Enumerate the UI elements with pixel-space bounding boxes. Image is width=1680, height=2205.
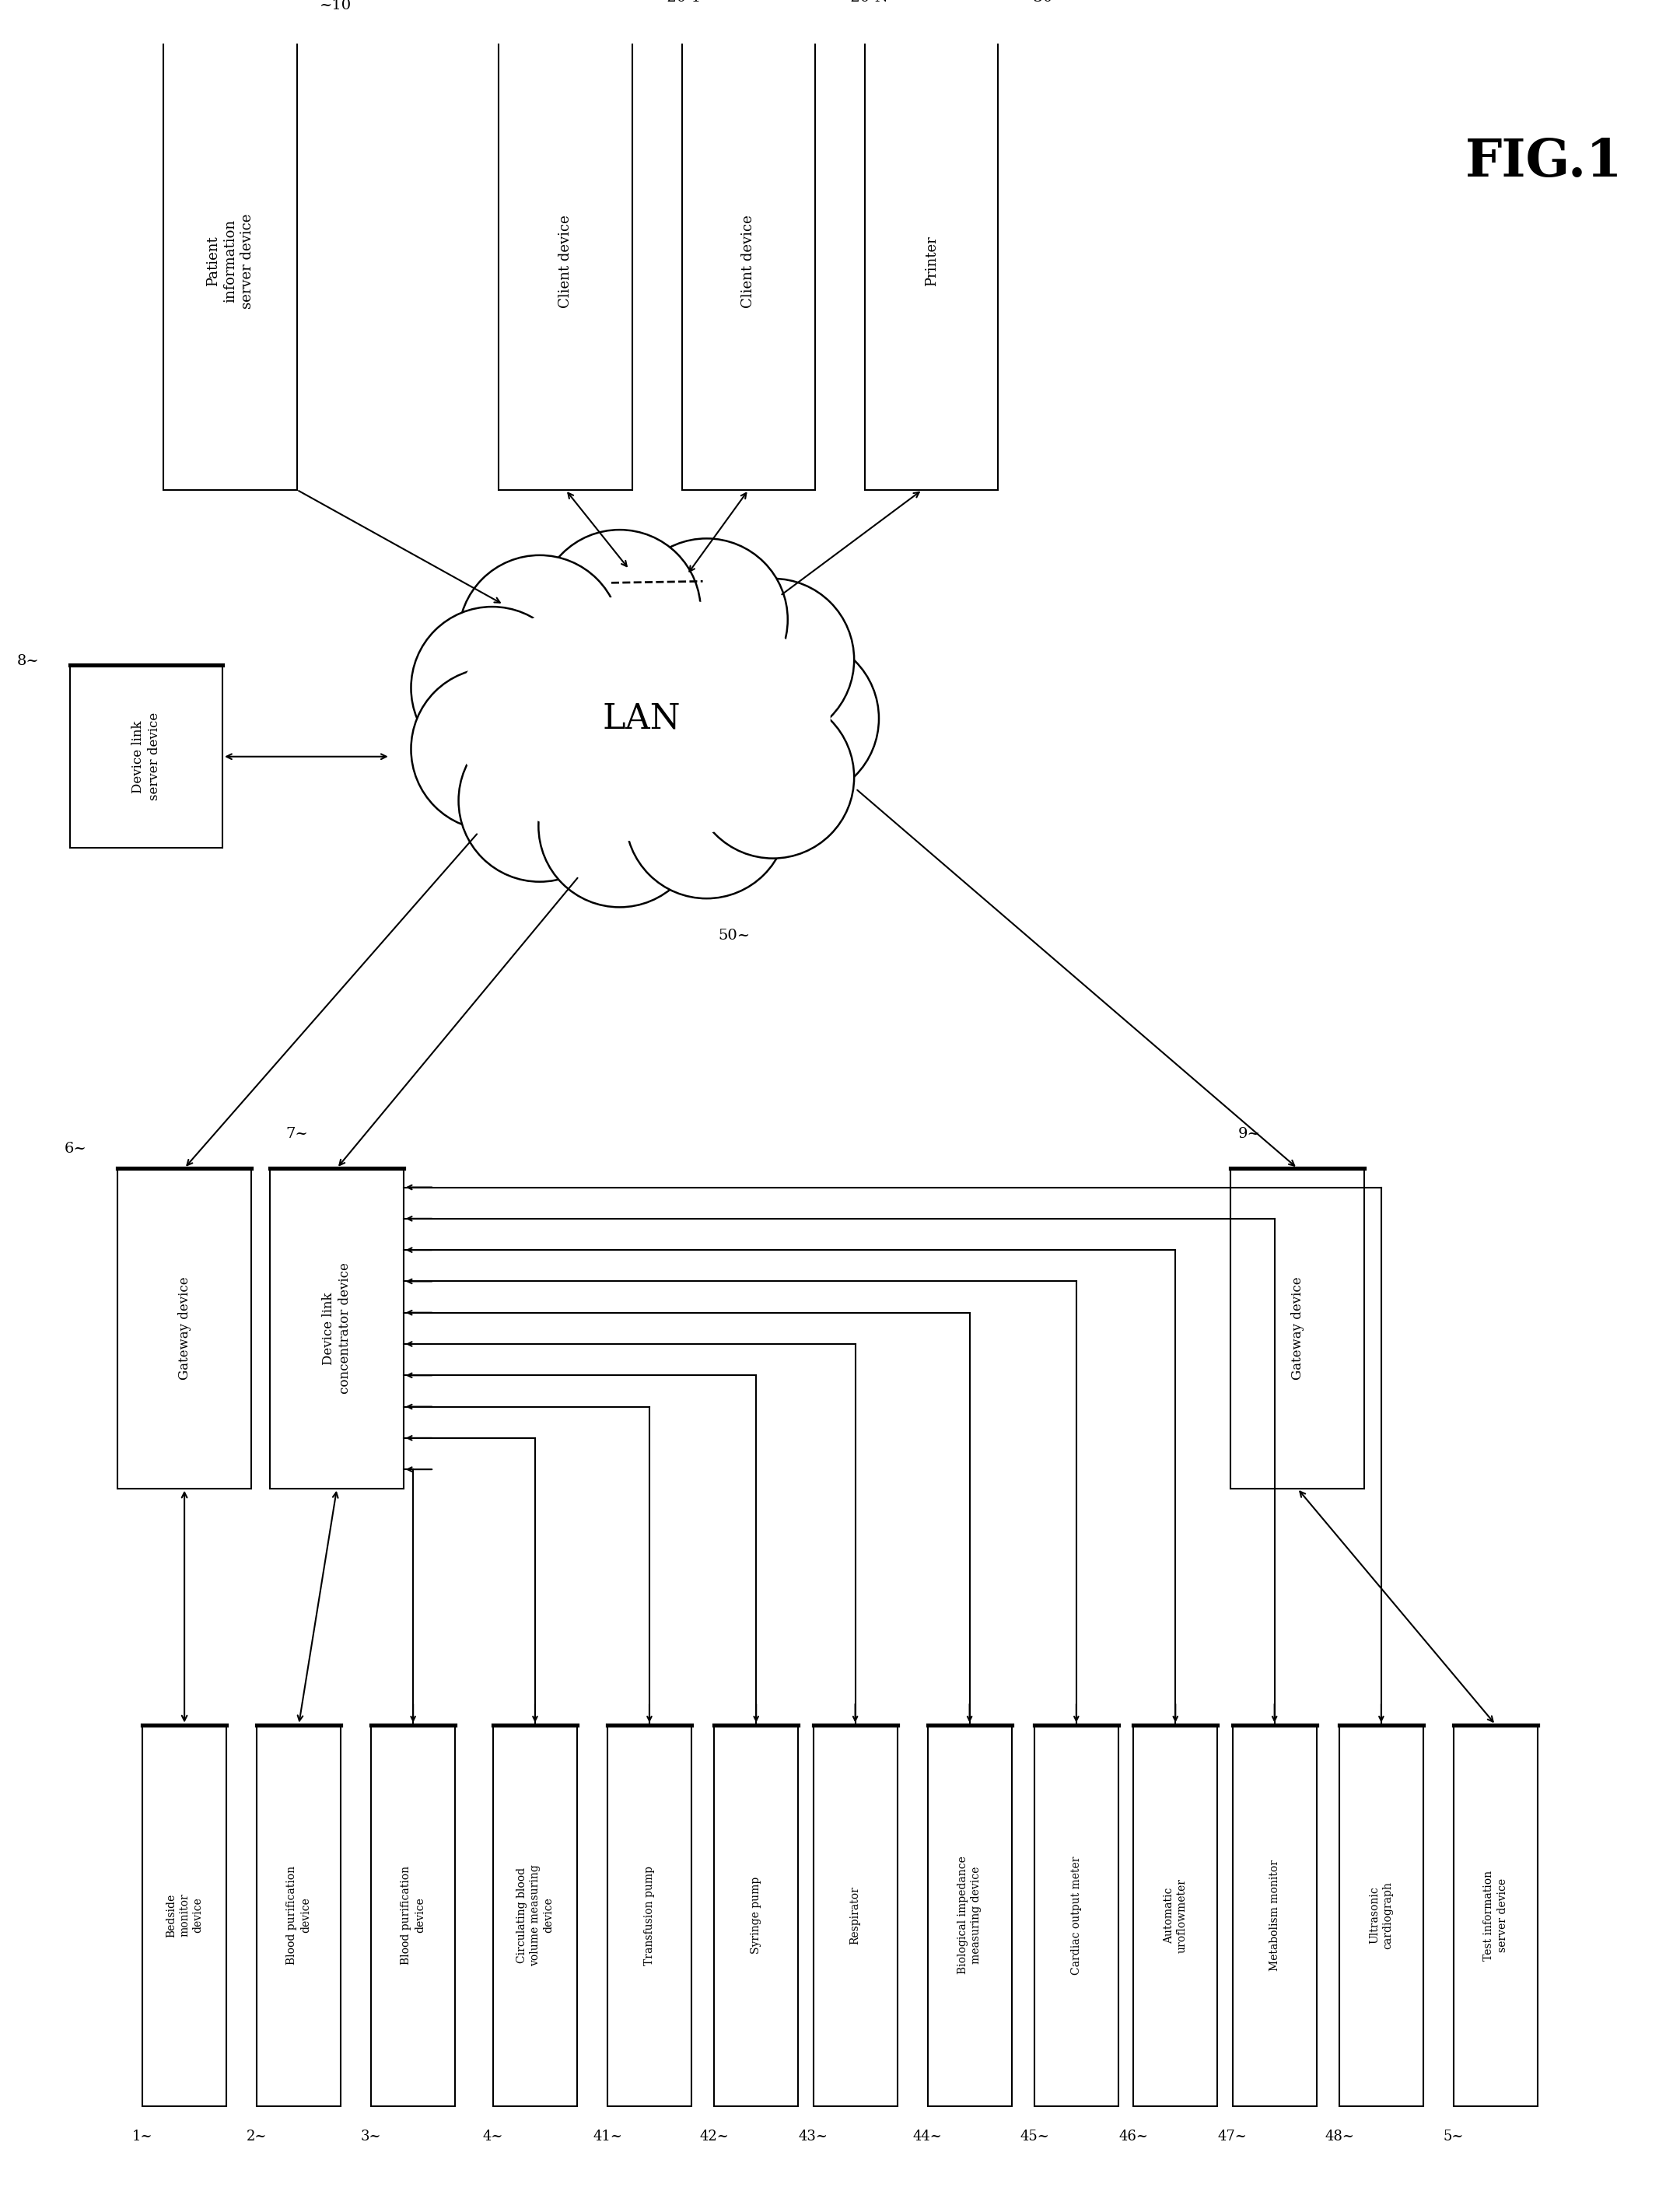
Bar	[865, 33, 998, 490]
Text: Biological impedance
measuring device: Biological impedance measuring device	[958, 1857, 981, 1973]
Text: 50~: 50~	[717, 928, 749, 944]
Bar	[927, 1724, 1011, 2106]
Text: Automatic
uroflowmeter: Automatic uroflowmeter	[1163, 1879, 1188, 1954]
Text: Device link
concentrator device: Device link concentrator device	[323, 1263, 351, 1394]
Text: FIG.1: FIG.1	[1465, 137, 1623, 187]
Text: ~20-1: ~20-1	[655, 0, 702, 4]
Text: Client device: Client device	[558, 214, 573, 309]
Circle shape	[625, 736, 788, 897]
Text: Blood purification
device: Blood purification device	[402, 1865, 425, 1965]
Text: Cardiac output meter: Cardiac output meter	[1070, 1857, 1082, 1976]
Text: 3~: 3~	[361, 2130, 381, 2143]
Bar	[1453, 1724, 1537, 2106]
Text: 1~: 1~	[133, 2130, 153, 2143]
Circle shape	[412, 668, 573, 831]
Text: 46~: 46~	[1119, 2130, 1147, 2143]
Text: LAN: LAN	[603, 701, 680, 734]
Circle shape	[539, 529, 701, 692]
Text: 5~: 5~	[1443, 2130, 1463, 2143]
Text: 45~: 45~	[1020, 2130, 1048, 2143]
Bar	[1134, 1724, 1218, 2106]
Text: 8~: 8~	[17, 655, 39, 668]
Bar	[270, 1169, 403, 1488]
Text: Device link
server device: Device link server device	[131, 712, 161, 800]
Circle shape	[459, 556, 622, 717]
Circle shape	[717, 637, 879, 800]
Text: Patient
information
server device: Patient information server device	[207, 214, 254, 309]
Bar	[714, 1724, 798, 2106]
Bar	[118, 1169, 250, 1488]
Circle shape	[625, 538, 788, 701]
Text: Gateway device: Gateway device	[1290, 1277, 1304, 1380]
Text: Printer: Printer	[924, 236, 939, 287]
Text: ~10: ~10	[319, 0, 351, 13]
Text: Test information
server device: Test information server device	[1483, 1870, 1507, 1960]
Bar	[608, 1724, 692, 2106]
Text: Client device: Client device	[741, 214, 756, 309]
Bar	[494, 1724, 576, 2106]
Bar	[257, 1724, 341, 2106]
Bar	[682, 33, 815, 490]
Text: Bedside
monitor
device: Bedside monitor device	[166, 1894, 203, 1938]
Bar	[371, 1724, 455, 2106]
Bar	[71, 666, 222, 849]
Circle shape	[692, 578, 853, 741]
Text: Ultrasonic
cardiograph: Ultrasonic cardiograph	[1369, 1881, 1393, 1949]
Circle shape	[412, 606, 573, 770]
Text: 44~: 44~	[912, 2130, 942, 2143]
Text: 48~: 48~	[1324, 2130, 1354, 2143]
Text: 43~: 43~	[798, 2130, 828, 2143]
Text: 41~: 41~	[593, 2130, 622, 2143]
Text: ~30: ~30	[1021, 0, 1053, 4]
Circle shape	[459, 719, 622, 882]
Text: 6~: 6~	[64, 1142, 87, 1155]
Bar	[143, 1724, 227, 2106]
Text: Metabolism monitor: Metabolism monitor	[1268, 1859, 1280, 1971]
Text: 47~: 47~	[1218, 2130, 1247, 2143]
Bar	[813, 1724, 897, 2106]
Bar	[1231, 1169, 1364, 1488]
Text: Gateway device: Gateway device	[178, 1277, 192, 1380]
Text: ~20-N: ~20-N	[838, 0, 889, 4]
Ellipse shape	[415, 560, 869, 875]
Text: Blood purification
device: Blood purification device	[287, 1865, 311, 1965]
Text: Syringe pump: Syringe pump	[751, 1876, 761, 1954]
Text: 4~: 4~	[482, 2130, 504, 2143]
Bar	[499, 33, 632, 490]
Text: Transfusion pump: Transfusion pump	[643, 1865, 655, 1965]
Circle shape	[539, 745, 701, 906]
Bar	[1339, 1724, 1423, 2106]
Ellipse shape	[454, 595, 830, 842]
Bar	[1035, 1724, 1119, 2106]
Bar	[1233, 1724, 1317, 2106]
Text: 9~: 9~	[1238, 1127, 1260, 1140]
Text: 2~: 2~	[247, 2130, 267, 2143]
Circle shape	[692, 697, 853, 858]
Bar	[163, 33, 297, 490]
Text: 42~: 42~	[699, 2130, 729, 2143]
Text: 7~: 7~	[286, 1127, 307, 1140]
Text: Respirator: Respirator	[850, 1885, 860, 1945]
Text: Circulating blood
volume measuring
device: Circulating blood volume measuring devic…	[516, 1865, 554, 1967]
